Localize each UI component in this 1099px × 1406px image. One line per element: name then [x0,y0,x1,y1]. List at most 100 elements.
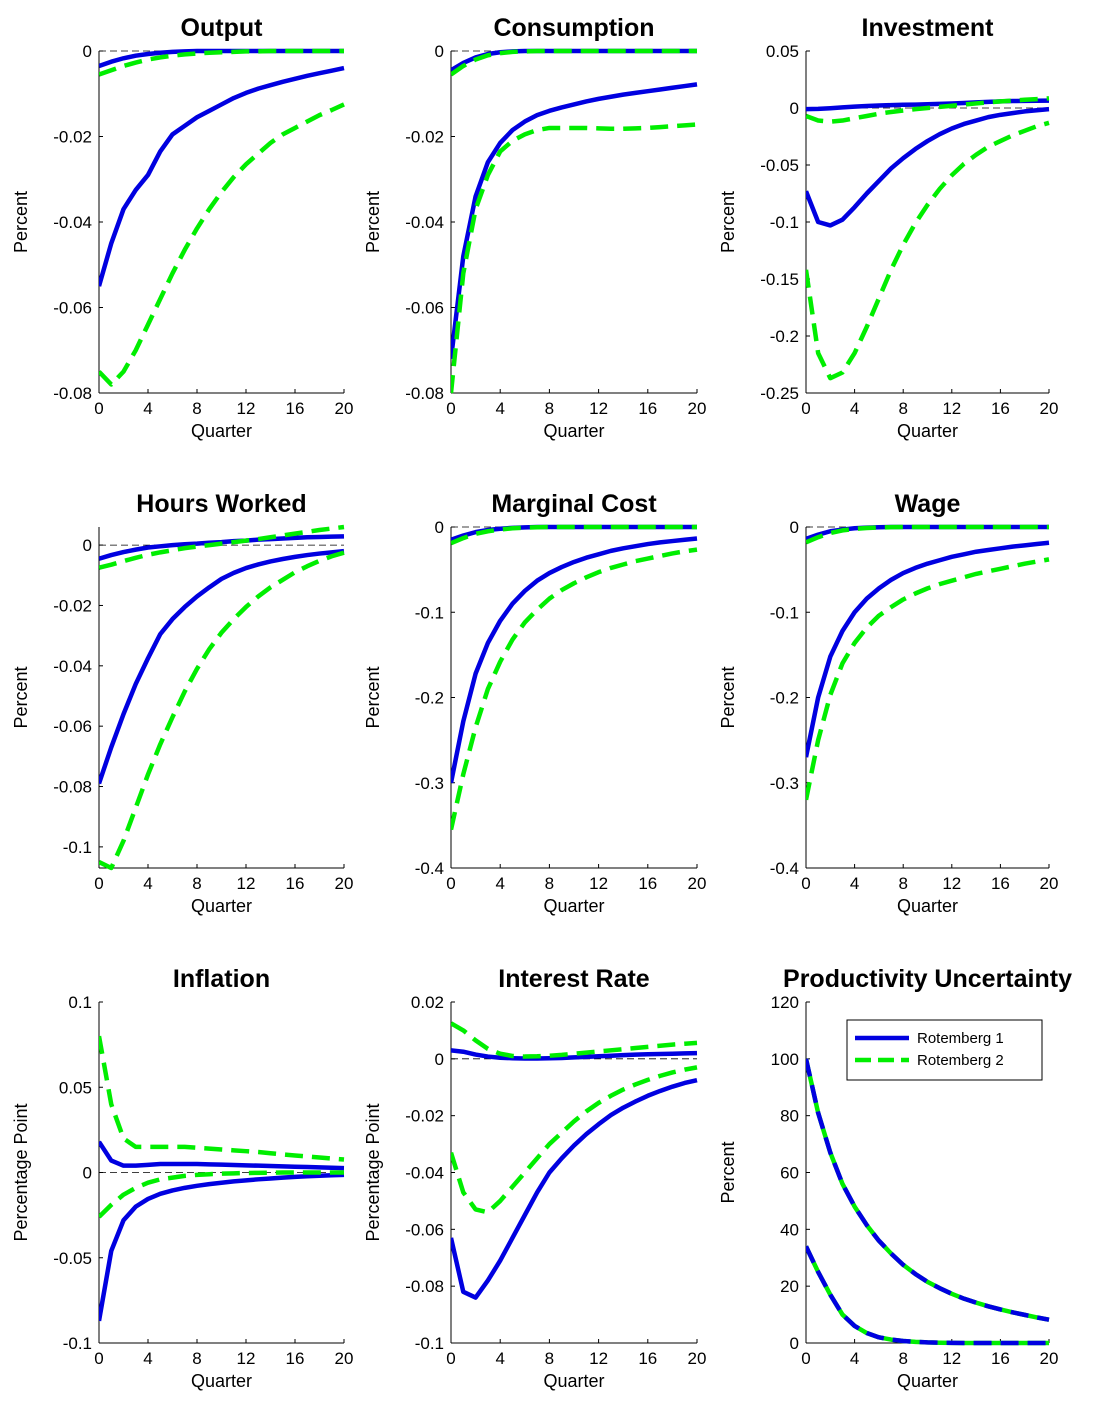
y-tick-label: -0.06 [53,717,92,736]
x-tick-label: 12 [942,1349,961,1368]
x-tick-label: 12 [237,874,256,893]
y-tick-label: -0.1 [63,838,92,857]
x-tick-label: 16 [991,399,1010,418]
y-axis-label: Percent [363,191,383,253]
series-line-rotemberg-2 [806,524,1049,545]
x-tick-label: 0 [446,1349,455,1368]
x-tick-label: 16 [286,399,305,418]
y-axis-label: Percent [11,191,31,253]
panel-title: Wage [895,490,961,518]
series-line-rotemberg-1 [451,1077,698,1300]
x-tick-label: 0 [801,874,810,893]
y-tick-label: -0.4 [415,859,444,878]
y-axis-label: Percent [11,666,31,728]
series-line-rotemberg-2 [451,48,697,77]
series-line-rotemberg-1 [451,536,698,784]
series-line-rotemberg-2 [806,96,1050,124]
y-tick-label: 0.05 [59,1078,92,1097]
legend: Rotemberg 1 Rotemberg 2 [846,1019,1043,1081]
x-tick-label: 20 [1040,874,1059,893]
x-tick-label: 16 [286,874,305,893]
x-axis-label: Quarter [897,896,958,916]
y-tick-label: -0.1 [770,213,799,232]
y-tick-label: 80 [780,1107,799,1126]
y-tick-label: 40 [780,1220,799,1239]
y-axis-label: Percentage Point [363,1103,383,1241]
series-line-rotemberg-1 [99,1140,345,1171]
x-tick-label: 20 [688,1349,707,1368]
y-tick-label: -0.25 [760,384,799,403]
y-tick-label: 0 [435,1050,444,1069]
panel-title: Investment [862,14,995,42]
panel-wage: 0 4 8 12 16 20 0 -0.1 -0.2 -0.3 -0.4 Wage Quarter Per… [718,490,1058,916]
y-tick-label: -0.2 [415,689,444,708]
panel-title: Hours Worked [136,490,306,518]
x-tick-label: 12 [942,399,961,418]
x-axis-label: Quarter [543,896,604,916]
x-axis-label: Quarter [897,1371,958,1391]
x-tick-label: 12 [589,399,608,418]
x-tick-label: 4 [850,399,859,418]
legend-entry-label: Rotemberg 2 [917,1052,1004,1069]
x-tick-label: 0 [801,1349,810,1368]
series-line-rotemberg-2 [806,1245,1049,1346]
x-tick-label: 8 [192,1349,201,1368]
panel-title: Inflation [173,965,270,993]
x-tick-label: 12 [589,874,608,893]
x-tick-label: 16 [638,399,657,418]
y-tick-label: -0.06 [53,299,92,318]
panel-marginal-cost: 0 4 8 12 16 20 0 -0.1 -0.2 -0.3 -0.4 Marginal Cost Q… [363,490,706,916]
x-tick-label: 0 [94,399,103,418]
y-tick-label: -0.02 [53,128,92,147]
x-tick-label: 8 [898,399,907,418]
y-axis-label: Percentage Point [11,1103,31,1241]
y-tick-label: -0.1 [415,603,444,622]
y-tick-label: -0.06 [405,1220,444,1239]
panel-interest-rate: 0 4 8 12 16 20 0.02 0 -0.02 -0.04 -0.06 -0.08 -0.1 In… [363,965,706,1391]
x-tick-label: 12 [942,874,961,893]
panel-title: Interest Rate [498,965,650,993]
x-tick-label: 16 [638,874,657,893]
x-tick-label: 4 [143,399,152,418]
series-line-rotemberg-2 [99,524,345,570]
series-line-rotemberg-1 [451,1048,698,1061]
series-line-rotemberg-2 [99,48,344,77]
series-line-rotemberg-2 [806,557,1050,801]
x-tick-label: 20 [335,1349,354,1368]
series-line-rotemberg-2 [99,1170,344,1219]
panel-title: Consumption [493,14,654,42]
x-axis-label: Quarter [543,421,604,441]
y-tick-label: -0.08 [405,384,444,403]
series-line-rotemberg-2 [451,1021,698,1059]
y-tick-label: 0.1 [68,993,92,1012]
panel-title: Productivity Uncertainty [783,965,1072,993]
series-line-rotemberg-1 [99,65,345,287]
x-tick-label: 12 [237,399,256,418]
panel-productivity-uncertainty: 0 4 8 12 16 20 120 100 80 60 40 20 0 Productivity Unc… [718,965,1072,1391]
y-tick-label: -0.02 [53,596,92,615]
legend-entry-label: Rotemberg 1 [917,1030,1004,1047]
series-line-rotemberg-2 [99,550,345,871]
x-tick-label: 16 [286,1349,305,1368]
x-tick-label: 0 [801,399,810,418]
series-line-rotemberg-1 [806,1058,1050,1322]
x-tick-label: 4 [495,874,504,893]
x-tick-label: 8 [192,399,201,418]
y-tick-label: -0.1 [415,1334,444,1353]
x-tick-label: 8 [545,1349,554,1368]
x-tick-label: 8 [898,1349,907,1368]
x-tick-label: 12 [589,1349,608,1368]
x-tick-label: 8 [545,399,554,418]
y-tick-label: 0 [790,1334,799,1353]
y-tick-label: -0.04 [405,213,444,232]
panel-hours-worked: 0 4 8 12 16 20 0 -0.02 -0.04 -0.06 -0.08 -0.1 Hours … [11,490,353,916]
y-tick-label: -0.1 [770,603,799,622]
x-tick-label: 8 [898,874,907,893]
x-tick-label: 20 [335,399,354,418]
y-tick-label: -0.08 [405,1277,444,1296]
x-tick-label: 20 [688,399,707,418]
x-tick-label: 4 [143,1349,152,1368]
y-tick-label: -0.02 [405,128,444,147]
series-line-rotemberg-1 [806,106,1050,228]
